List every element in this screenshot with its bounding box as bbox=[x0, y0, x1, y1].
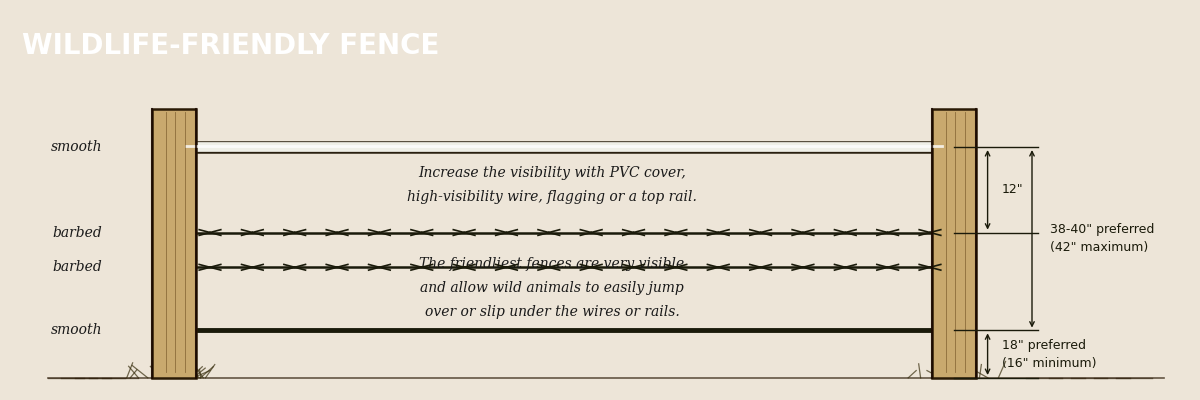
Text: smooth: smooth bbox=[50, 324, 102, 338]
Text: barbed: barbed bbox=[53, 226, 102, 240]
Text: smooth: smooth bbox=[50, 140, 102, 154]
Text: barbed: barbed bbox=[53, 260, 102, 274]
Text: WILDLIFE-FRIENDLY FENCE: WILDLIFE-FRIENDLY FENCE bbox=[22, 32, 439, 60]
Text: Increase the visibility with PVC cover,
high-visibility wire, flagging or a top : Increase the visibility with PVC cover, … bbox=[407, 166, 697, 204]
Bar bbox=[932, 109, 976, 378]
Text: The friendliest fences are very visible
and allow wild animals to easily jump
ov: The friendliest fences are very visible … bbox=[419, 257, 685, 319]
Text: 38-40" preferred
(42" maximum): 38-40" preferred (42" maximum) bbox=[1050, 223, 1154, 254]
Text: 18" preferred
(16" minimum): 18" preferred (16" minimum) bbox=[1002, 339, 1097, 370]
Bar bbox=[152, 109, 196, 378]
Text: 12": 12" bbox=[1002, 183, 1024, 196]
